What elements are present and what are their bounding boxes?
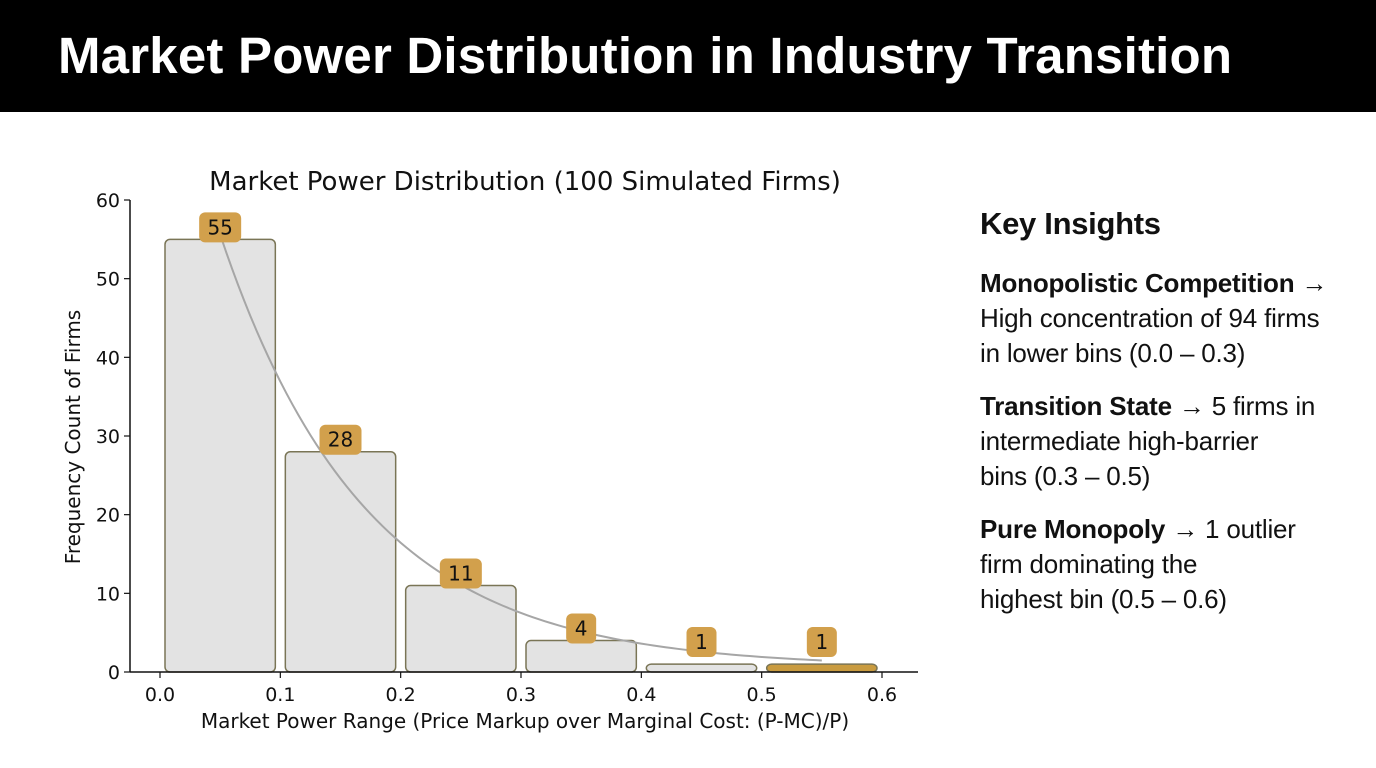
insight-monopolistic-competition: Monopolistic Competition → High concentr… [980,266,1370,371]
page-title: Market Power Distribution in Industry Tr… [58,27,1233,84]
data-label: 1 [695,630,708,654]
y-tick-label: 20 [96,505,120,527]
bar-0.5–0.6 [765,663,878,673]
y-tick-label: 10 [96,583,120,605]
insight-body: High concentration of 94 firms in lower … [980,303,1320,368]
histogram-chart: Market Power Distribution (100 Simulated… [61,167,918,733]
y-axis-label: Frequency Count of Firms [61,310,85,564]
x-tick-label: 0.1 [265,684,295,706]
insight-transition-state: Transition State → 5 firms in intermedia… [980,389,1370,494]
data-label-badge [806,627,837,657]
x-axis-label: Market Power Range (Price Markup over Ma… [201,709,849,733]
insight-arrow: → 1 outlier [1165,514,1296,544]
data-label: 55 [207,215,232,239]
bars-group [164,238,878,673]
insight-arrow: → 5 firms in [1171,391,1316,421]
data-label: 1 [815,630,828,654]
x-tick-label: 0.0 [145,684,175,706]
bar-0.0–0.1 [164,238,277,673]
data-label-badge [439,558,482,589]
x-tick-label: 0.4 [626,684,656,706]
y-tick-label: 30 [96,426,120,448]
x-tick-label: 0.3 [506,684,536,706]
insights-heading: Key Insights [980,206,1161,241]
x-tick-label: 0.5 [747,684,777,706]
header-banner: Market Power Distribution in Industry Tr… [0,0,1376,112]
data-label: 28 [328,428,353,452]
y-tick-label: 50 [96,269,120,291]
insight-label: Transition State [980,391,1172,421]
chart-title: Market Power Distribution (100 Simulated… [209,167,841,197]
data-label-badge [199,212,242,243]
insight-label: Monopolistic Competition [980,268,1295,298]
bar-0.1–0.2 [284,450,397,673]
insight-body: intermediate high-barrier bins (0.3 – 0.… [980,426,1259,491]
bar-0.3–0.4 [525,639,638,673]
data-label: 11 [448,561,473,585]
data-label-badge [566,613,597,644]
bar-0.4–0.5 [645,663,758,673]
y-tick-label: 0 [108,662,120,684]
data-label-badge [686,627,717,657]
y-tick-label: 40 [96,347,120,369]
data-label: 4 [575,617,588,641]
insight-body: firm dominating the highest bin (0.5 – 0… [980,549,1227,614]
insight-pure-monopoly: Pure Monopoly → 1 outlier firm dominatin… [980,512,1370,617]
bar-0.2–0.3 [404,584,517,673]
data-label-badge [319,424,362,455]
y-tick-label: 60 [96,190,120,212]
insight-label: Pure Monopoly [980,514,1166,544]
insight-arrow: → [1294,268,1328,298]
x-tick-label: 0.6 [867,684,897,706]
key-insights-panel: Key Insights Monopolistic Competition → … [980,200,1370,635]
x-tick-label: 0.2 [386,684,416,706]
axes-group: 0.0 0.1 0.2 0.3 0.4 0.5 0.6 0 10 20 30 40 50 60 [96,190,918,706]
